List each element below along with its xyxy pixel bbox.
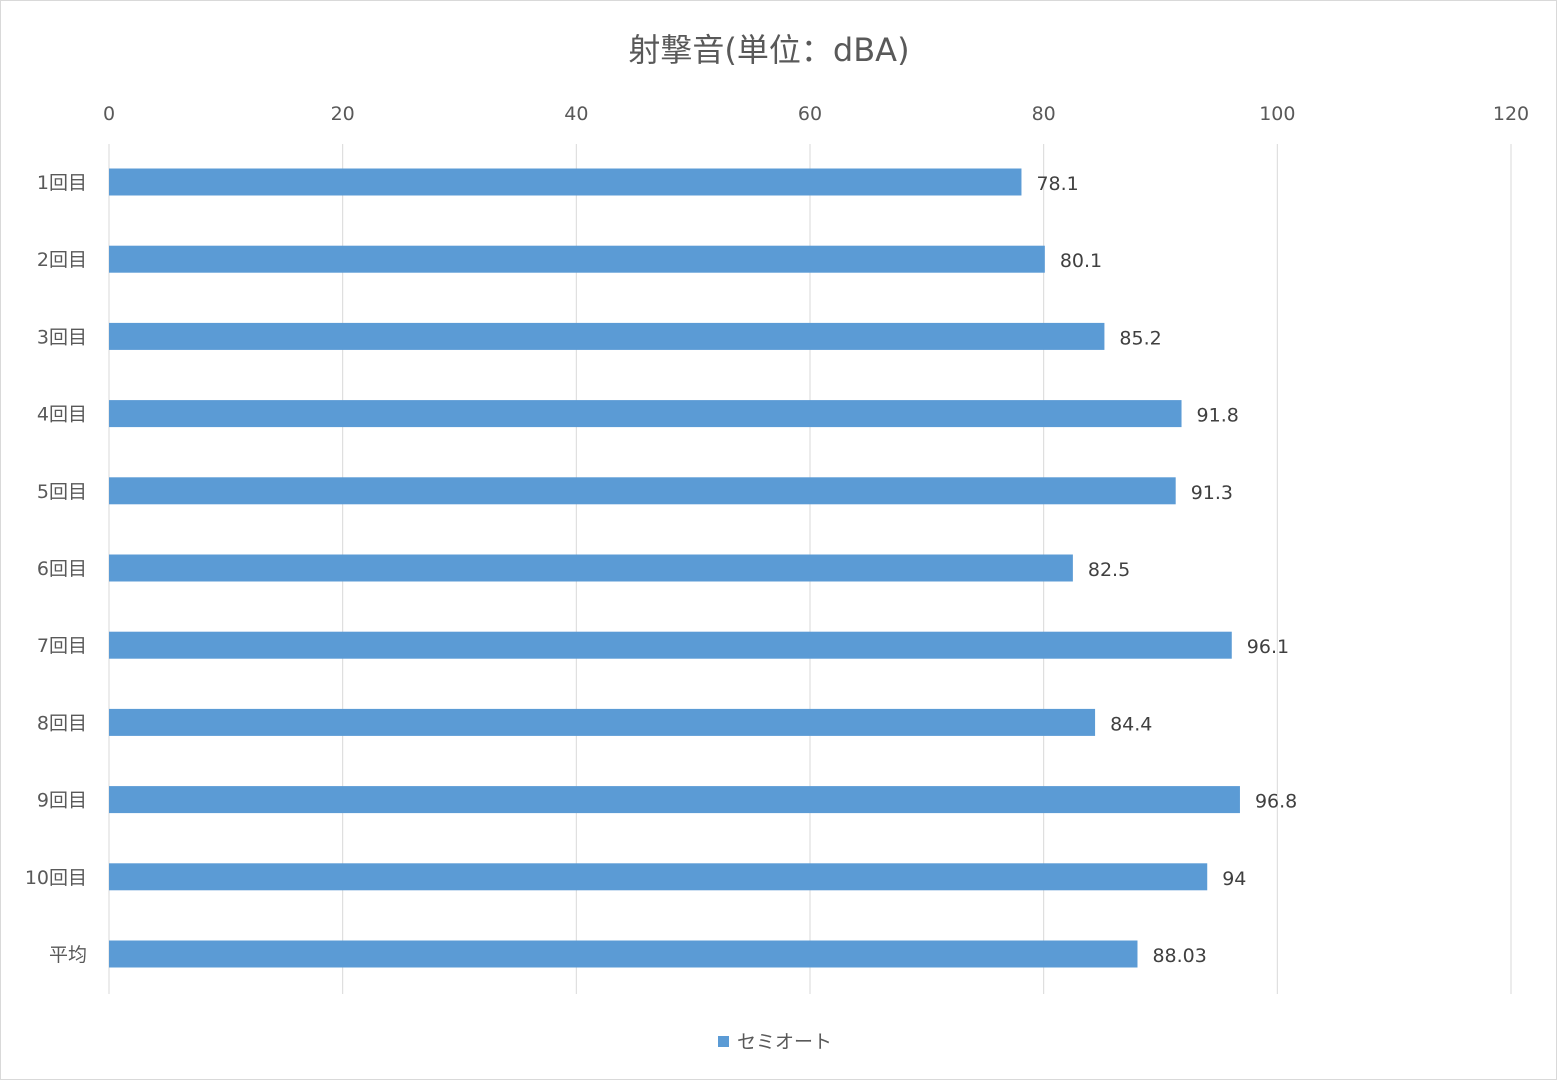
category-label: 3回目 xyxy=(37,326,87,348)
x-tick-label: 100 xyxy=(1259,103,1295,125)
data-label: 96.1 xyxy=(1247,636,1289,658)
category-label: 10回目 xyxy=(25,867,87,889)
data-label: 94 xyxy=(1222,868,1246,890)
bar xyxy=(109,322,1105,350)
category-label: 4回目 xyxy=(37,404,87,426)
bar xyxy=(109,786,1240,814)
data-label: 91.8 xyxy=(1197,405,1239,427)
data-label: 80.1 xyxy=(1060,250,1102,272)
category-label: 5回目 xyxy=(37,481,87,503)
bar xyxy=(109,940,1138,968)
bars xyxy=(109,168,1240,968)
x-tick-label: 40 xyxy=(564,103,588,125)
data-label: 88.03 xyxy=(1152,945,1206,967)
chart-title: 射撃音(単位：dBA) xyxy=(628,31,909,69)
bar xyxy=(109,708,1096,736)
data-label: 85.2 xyxy=(1119,327,1161,349)
bar xyxy=(109,631,1232,659)
x-axis-ticks: 0 20 40 60 80 100 120 xyxy=(103,103,1529,125)
x-tick-label: 80 xyxy=(1032,103,1056,125)
category-label: 7回目 xyxy=(37,635,87,657)
x-tick-label: 0 xyxy=(103,103,115,125)
data-label: 96.8 xyxy=(1255,791,1297,813)
bar xyxy=(109,168,1022,196)
category-label: 8回目 xyxy=(37,712,87,734)
bar xyxy=(109,400,1182,428)
data-label: 82.5 xyxy=(1088,559,1130,581)
category-label: 6回目 xyxy=(37,558,87,580)
bar xyxy=(109,863,1208,891)
category-label: 2回目 xyxy=(37,249,87,271)
legend-label: セミオート xyxy=(737,1031,832,1053)
bar xyxy=(109,477,1176,505)
category-label: 9回目 xyxy=(37,790,87,812)
data-label: 78.1 xyxy=(1036,173,1078,195)
x-tick-label: 120 xyxy=(1493,103,1529,125)
x-tick-label: 20 xyxy=(331,103,355,125)
data-label: 91.3 xyxy=(1191,482,1233,504)
category-label: 1回目 xyxy=(37,172,87,194)
bar xyxy=(109,245,1045,273)
bar xyxy=(109,554,1073,582)
category-label: 平均 xyxy=(49,944,87,966)
legend: セミオート xyxy=(718,1031,832,1053)
legend-swatch xyxy=(718,1036,729,1047)
data-labels: 78.1 80.1 85.2 91.8 91.3 82.5 96.1 84.4 96.8 94 88… xyxy=(1036,173,1297,967)
data-label: 84.4 xyxy=(1110,713,1152,735)
x-tick-label: 60 xyxy=(798,103,822,125)
